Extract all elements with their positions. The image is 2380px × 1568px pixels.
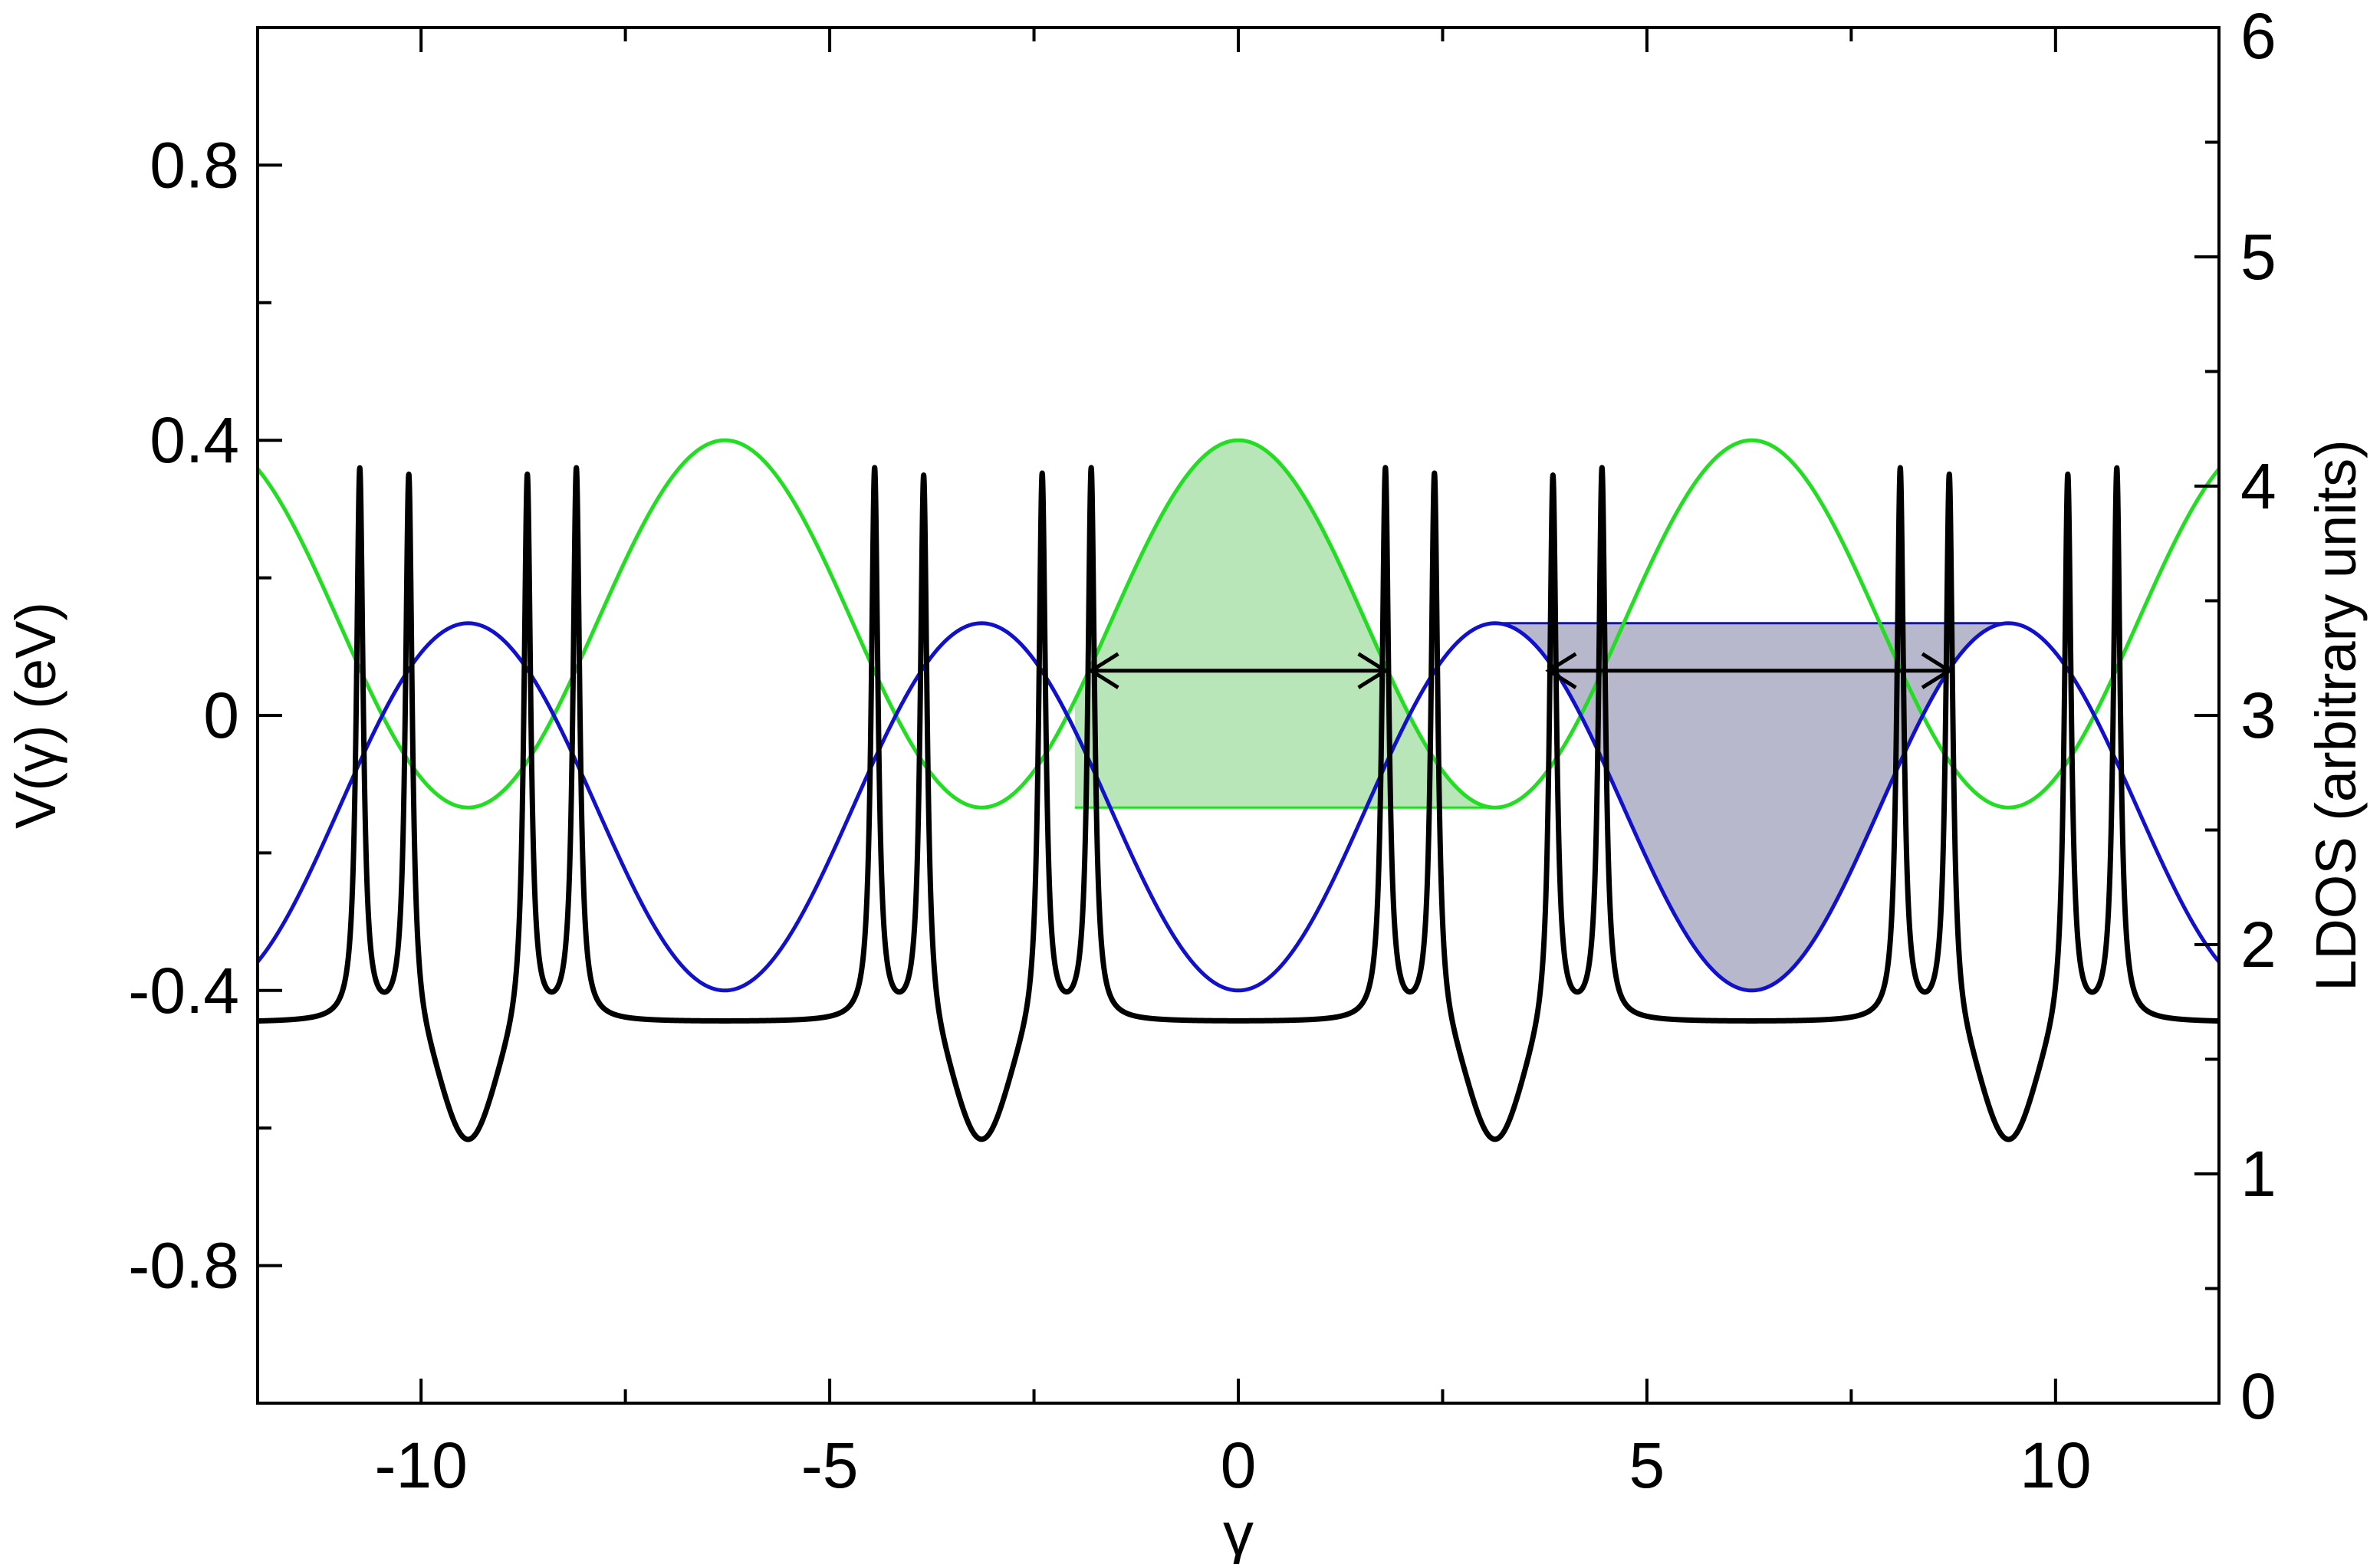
x-axis-label: γ <box>1223 1500 1254 1564</box>
y-right-tick-label: 6 <box>2240 0 2276 72</box>
y-axis-left-label: V(γ) (eV) <box>4 602 67 829</box>
green-arrow-head-right <box>1357 652 1389 689</box>
axis-ticks <box>258 26 2219 1405</box>
y-right-tick-label: 1 <box>2240 1138 2276 1210</box>
blue-fill <box>1491 623 2008 991</box>
y-left-tick-label: 0 <box>203 679 239 751</box>
y-right-tick-label: 3 <box>2240 679 2276 751</box>
series-lines <box>258 438 2219 1142</box>
y-axis-right-label: LDOS (arbitrary units) <box>2304 439 2368 991</box>
x-tick-label: 5 <box>1629 1429 1665 1501</box>
green-arrow-head-left <box>1087 652 1119 689</box>
ldos-line <box>258 465 2219 1142</box>
x-tick-label: -10 <box>374 1429 467 1501</box>
annotations <box>1087 652 1953 689</box>
axis-labels: -10 -5 0 5 10 -0.8 -0.4 0 0.4 0.8 0 1 2 3 4 5 6 <box>128 0 2276 1501</box>
y-right-tick-label: 2 <box>2240 909 2276 981</box>
y-right-tick-label: 4 <box>2240 450 2276 522</box>
y-right-tick-label: 0 <box>2240 1360 2276 1432</box>
blue-arrow-head-left <box>1545 652 1577 689</box>
blue-band-line <box>258 621 2219 993</box>
green-band-line <box>258 438 2219 810</box>
shaded-regions <box>1074 440 2009 991</box>
y-right-tick-label: 5 <box>2240 221 2276 293</box>
y-left-tick-label: 0.4 <box>150 404 239 476</box>
y-left-tick-label: -0.4 <box>128 955 239 1027</box>
x-tick-label: 10 <box>2020 1429 2091 1501</box>
y-left-tick-label: -0.8 <box>128 1230 239 1302</box>
y-left-tick-label: 0.8 <box>150 129 239 201</box>
x-tick-label: -5 <box>801 1429 859 1501</box>
blue-arrow-head-right <box>1921 652 1953 689</box>
x-tick-label: 0 <box>1221 1429 1257 1501</box>
